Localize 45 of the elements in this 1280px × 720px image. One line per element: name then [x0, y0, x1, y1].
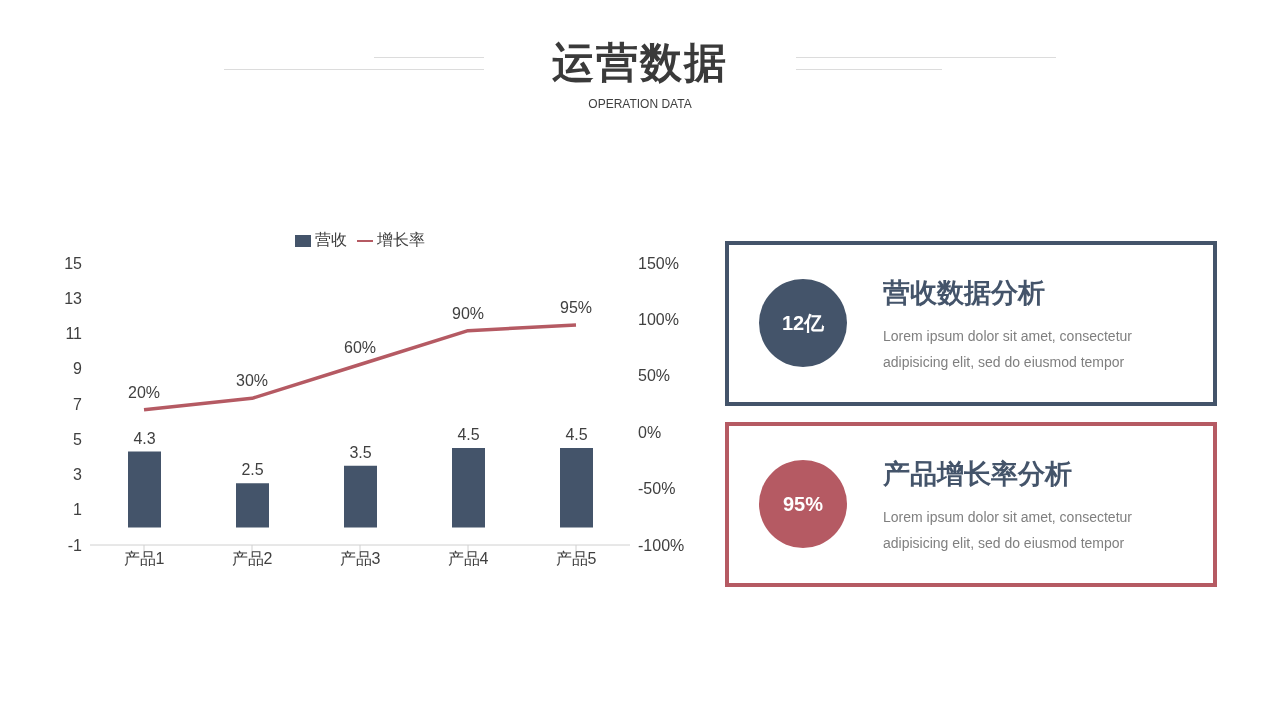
bar [236, 483, 269, 528]
data-label: 3.5 [349, 443, 372, 461]
y-tick-label: -1 [67, 536, 83, 554]
bar [344, 465, 377, 528]
data-label: 30% [235, 372, 269, 390]
x-tick-label: 产品2 [231, 550, 273, 568]
data-label: 4.3 [133, 429, 156, 447]
y-tick-label: 15 [64, 254, 83, 272]
x-tick-label: 产品1 [123, 550, 165, 568]
bar [128, 451, 161, 528]
data-label: 2.5 [241, 461, 264, 479]
data-label: 60% [343, 338, 377, 356]
y-tick-label: 7 [73, 395, 83, 413]
chart-subtitle: OPERATION DATA [587, 97, 693, 111]
x-tick-label: 产品3 [339, 550, 381, 568]
bar [560, 448, 593, 528]
data-label: 4.5 [565, 426, 588, 444]
data-label: 20% [127, 383, 161, 401]
x-tick-label: 产品5 [555, 550, 597, 568]
y-tick-label: 11 [65, 325, 83, 343]
chart-title: 运营数据 [551, 38, 729, 88]
y2-tick-label: 0% [638, 423, 662, 441]
data-label: 90% [451, 304, 485, 322]
y-tick-label: 5 [73, 430, 83, 448]
text: 营收数据分析 [883, 277, 1045, 310]
data-label: 4.5 [457, 426, 480, 444]
text: 产品增长率分析 [883, 458, 1072, 491]
x-tick-label: 产品4 [447, 550, 489, 568]
text: Lorem ipsum dolor sit amet, consectetur adipisicing elit, sed do eiusmod tempor [883, 508, 1133, 553]
text: 95% [759, 460, 847, 548]
y-tick-label: 9 [73, 360, 83, 378]
text: Lorem ipsum dolor sit amet, consectetur adipisicing elit, sed do eiusmod tempor [883, 327, 1133, 372]
y2-tick-label: 50% [638, 367, 671, 385]
data-label: 95% [559, 299, 593, 317]
y2-tick-label: 100% [638, 311, 679, 329]
text: 12亿 [759, 279, 847, 367]
y-tick-label: 1 [73, 501, 83, 519]
legend-label: 增长率 [377, 231, 425, 248]
y-tick-label: 13 [64, 289, 83, 307]
legend-label: 营收 [315, 231, 347, 248]
bar [452, 448, 485, 528]
y-tick-label: 3 [73, 466, 83, 484]
y2-tick-label: -50% [638, 480, 676, 498]
y2-tick-label: -100% [638, 536, 685, 554]
y2-tick-label: 150% [638, 254, 679, 272]
